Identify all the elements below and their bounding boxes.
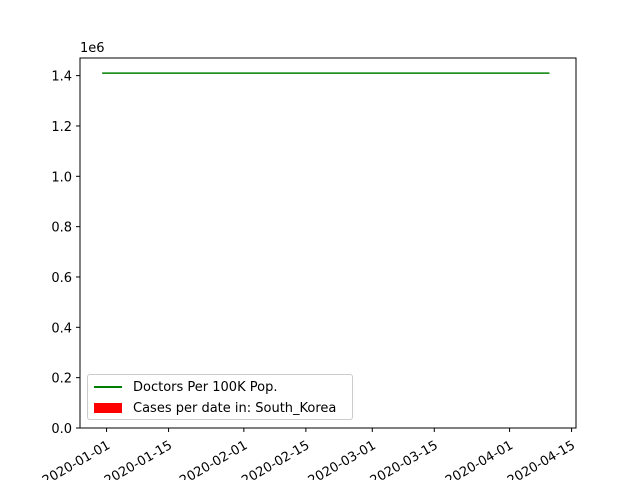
legend-label: Cases per date in: South_Korea — [133, 400, 337, 416]
x-tick-label: 2020-01-15 — [102, 438, 175, 480]
x-tick-label: 2020-02-15 — [239, 438, 312, 480]
y-tick-label: 1.2 — [51, 120, 72, 135]
y-tick-label: 0.0 — [51, 422, 72, 437]
legend: Doctors Per 100K Pop. Cases per date in:… — [87, 374, 353, 420]
x-tick-label: 2020-04-15 — [505, 438, 578, 480]
y-tick-label: 1.0 — [51, 170, 72, 185]
y-axis: 0.0 0.2 0.4 0.6 0.8 1.0 1.2 1.4 — [51, 70, 80, 437]
legend-label: Doctors Per 100K Pop. — [133, 379, 278, 395]
x-tick-label: 2020-03-15 — [368, 438, 441, 480]
y-scale-label: 1e6 — [80, 41, 105, 56]
y-tick-label: 1.4 — [51, 70, 72, 85]
y-tick-label: 0.4 — [51, 321, 72, 336]
x-tick-label: 2020-04-01 — [443, 438, 516, 480]
legend-item-line: Doctors Per 100K Pop. — [94, 378, 277, 396]
y-tick-label: 0.2 — [51, 372, 72, 387]
y-tick-label: 0.6 — [51, 271, 72, 286]
x-tick-label: 2020-01-01 — [40, 438, 113, 480]
legend-line-swatch — [94, 386, 122, 388]
legend-item-bar: Cases per date in: South_Korea — [94, 399, 336, 417]
legend-bar-swatch — [94, 403, 122, 413]
y-tick-label: 0.8 — [51, 221, 72, 236]
x-tick-label: 2020-02-01 — [177, 438, 250, 480]
x-tick-label: 2020-03-01 — [306, 438, 379, 480]
axes-frame — [79, 57, 577, 429]
